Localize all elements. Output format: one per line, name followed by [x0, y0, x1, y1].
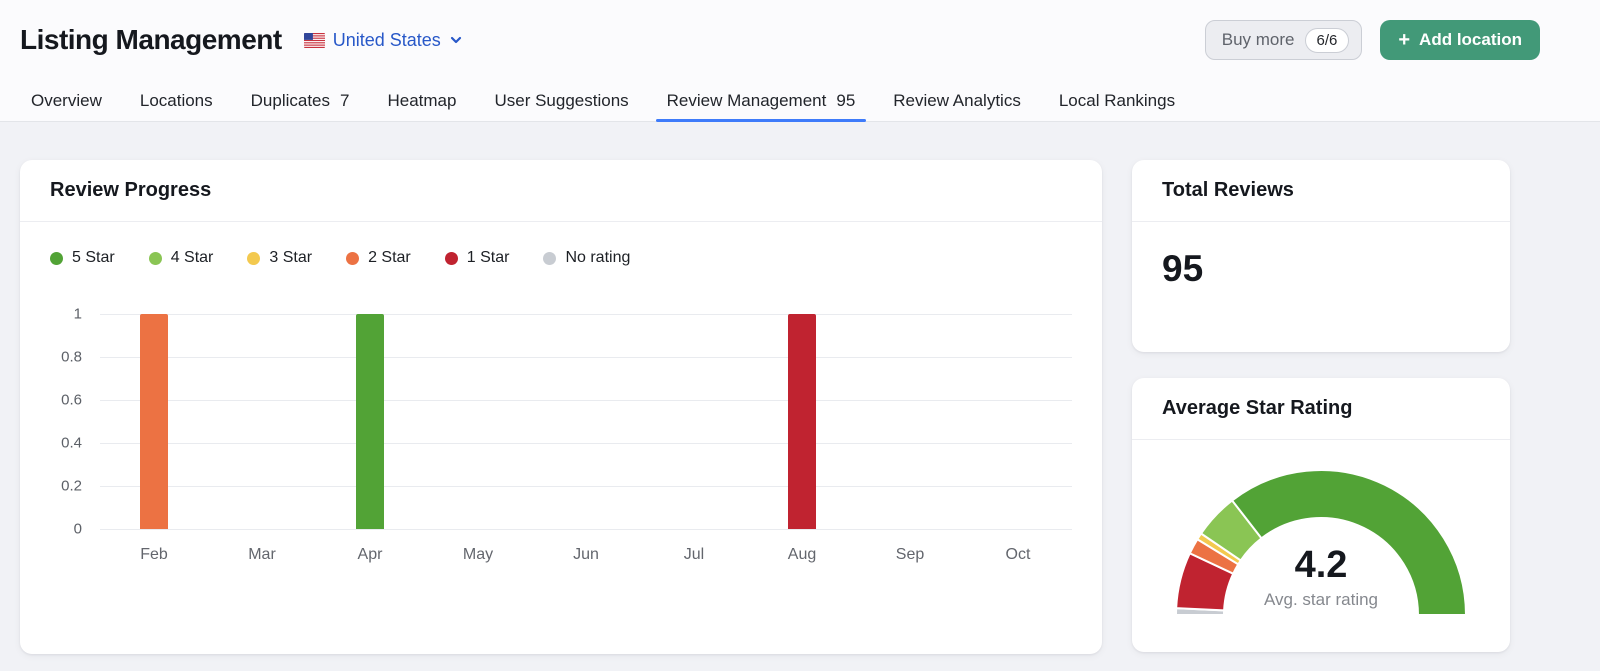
- total-reviews-title: Total Reviews: [1162, 179, 1294, 201]
- legend-item-1-star[interactable]: 1 Star: [444, 249, 510, 267]
- tab-overview[interactable]: Overview: [12, 80, 121, 121]
- tab-label: Locations: [139, 90, 213, 110]
- legend-dot-icon: [543, 251, 557, 265]
- x-tick-label: Feb: [140, 546, 168, 563]
- tab-user-suggestions[interactable]: User Suggestions: [475, 80, 647, 121]
- tab-locations[interactable]: Locations: [121, 80, 232, 121]
- gauge-svg: 4.2 Avg. star rating: [1174, 469, 1468, 616]
- x-tick-label: Sep: [895, 546, 925, 563]
- total-reviews-card-header: Total Reviews: [1132, 160, 1510, 222]
- bar-feb-2-star: [139, 314, 168, 529]
- page-header: Listing Management United States Buy mor…: [0, 0, 1600, 122]
- y-tick-label: 1: [73, 305, 82, 323]
- us-flag-icon: [303, 32, 325, 48]
- x-tick-label: May: [462, 546, 494, 563]
- legend-dot-icon: [444, 251, 458, 265]
- legend-item-no-rating[interactable]: No rating: [543, 249, 630, 267]
- y-tick-label: 0: [73, 520, 82, 538]
- legend-label: 1 Star: [466, 249, 510, 266]
- legend-dot-icon: [346, 251, 360, 265]
- legend-label: 4 Star: [170, 249, 214, 266]
- legend-label: 2 Star: [368, 249, 411, 266]
- gridline: [100, 486, 1072, 487]
- average-star-rating-gauge: 4.2 Avg. star rating: [1132, 440, 1510, 652]
- bar-apr-5-star: [356, 314, 384, 529]
- gridline: [100, 529, 1072, 530]
- total-reviews-card: Total Reviews 95: [1132, 160, 1510, 352]
- legend-dot-icon: [50, 251, 63, 265]
- tab-local-rankings[interactable]: Local Rankings: [1040, 80, 1194, 121]
- tab-label: Local Rankings: [1058, 90, 1176, 110]
- country-label: United States: [332, 29, 441, 50]
- review-progress-card-header: Review Progress: [20, 160, 1102, 222]
- tab-label: User Suggestions: [494, 90, 629, 110]
- tab-label: Review Management: [666, 90, 827, 110]
- gauge-value: 4.2: [1295, 544, 1348, 586]
- buy-more-label: Buy more: [1221, 30, 1295, 49]
- x-tick-label: Aug: [787, 546, 817, 563]
- buy-more-button[interactable]: Buy more 6/6: [1204, 20, 1363, 60]
- legend-item-4-star[interactable]: 4 Star: [148, 249, 214, 267]
- x-axis: Feb Mar Apr May Jun Jul Aug Sep Oct: [100, 546, 1072, 564]
- y-tick-label: 0.6: [61, 391, 82, 409]
- legend-label: 3 Star: [269, 249, 313, 266]
- y-tick-label: 0.4: [61, 434, 82, 452]
- legend-item-2-star[interactable]: 2 Star: [346, 249, 411, 267]
- add-location-label: Add location: [1419, 30, 1522, 49]
- legend-item-5-star[interactable]: 5 Star: [50, 249, 115, 267]
- chart-legend: 5 Star 4 Star 3 Star 2 Star 1 Star No rating: [50, 249, 1102, 267]
- x-tick-label: Apr: [357, 546, 383, 563]
- add-location-button[interactable]: + Add location: [1380, 20, 1540, 60]
- page-title: Listing Management: [20, 24, 282, 55]
- legend-dot-icon: [148, 251, 162, 265]
- legend-dot-icon: [247, 251, 261, 265]
- bar-aug-1-star: [788, 314, 816, 529]
- legend-label: 5 Star: [72, 249, 115, 266]
- gridline: [100, 443, 1072, 444]
- tab-review-analytics[interactable]: Review Analytics: [874, 80, 1040, 121]
- plot-area: [100, 314, 1072, 530]
- tab-heatmap[interactable]: Heatmap: [368, 80, 475, 121]
- tab-bar: Overview Locations Duplicates 7 Heatmap User …: [0, 80, 1600, 122]
- tab-review-management[interactable]: Review Management 95: [648, 80, 875, 122]
- review-progress-chart: 1 0.8 0.6 0.4 0.2 0 Feb Mar Apr May Jun Jul Aug Sep O…: [40, 306, 1072, 564]
- review-progress-card: Review Progress 5 Star 4 Star 3 Star 2 Star…: [20, 160, 1102, 654]
- x-tick-label: Jul: [683, 546, 705, 563]
- gauge-caption: Avg. star rating: [1264, 590, 1378, 609]
- y-tick-label: 0.2: [61, 477, 82, 495]
- tab-count-badge: 95: [836, 90, 856, 110]
- tab-label: Duplicates: [250, 90, 331, 110]
- legend-label: No rating: [565, 249, 631, 266]
- average-star-rating-title: Average Star Rating: [1162, 397, 1353, 419]
- plus-icon: +: [1398, 29, 1411, 51]
- gauge-segment-5-star: [1230, 469, 1468, 616]
- country-selector[interactable]: United States: [303, 29, 463, 51]
- gridline: [100, 357, 1072, 358]
- y-axis: 1 0.8 0.6 0.4 0.2 0: [40, 306, 100, 538]
- gridline: [100, 400, 1072, 401]
- quota-badge: 6/6: [1304, 27, 1350, 53]
- x-tick-label: Mar: [248, 546, 276, 563]
- gridline: [100, 314, 1072, 315]
- total-reviews-value: 95: [1162, 248, 1204, 289]
- average-star-rating-card-header: Average Star Rating: [1132, 378, 1510, 440]
- review-progress-title: Review Progress: [50, 179, 212, 201]
- x-tick-label: Oct: [1005, 546, 1031, 563]
- tab-label: Heatmap: [387, 90, 457, 110]
- tab-label: Review Analytics: [893, 90, 1021, 110]
- tab-count-badge: 7: [340, 90, 350, 110]
- side-column: Total Reviews 95 Average Star Rating 4.2…: [1132, 160, 1510, 654]
- y-tick-label: 0.8: [61, 348, 82, 366]
- tab-label: Overview: [31, 90, 102, 110]
- x-tick-label: Jun: [573, 546, 599, 563]
- chevron-down-icon: [450, 36, 461, 44]
- legend-item-3-star[interactable]: 3 Star: [247, 249, 312, 267]
- average-star-rating-card: Average Star Rating 4.2 Avg. star rating: [1132, 378, 1510, 652]
- tab-duplicates[interactable]: Duplicates 7: [232, 80, 369, 121]
- content-area: Review Progress 5 Star 4 Star 3 Star 2 Star…: [0, 122, 1600, 654]
